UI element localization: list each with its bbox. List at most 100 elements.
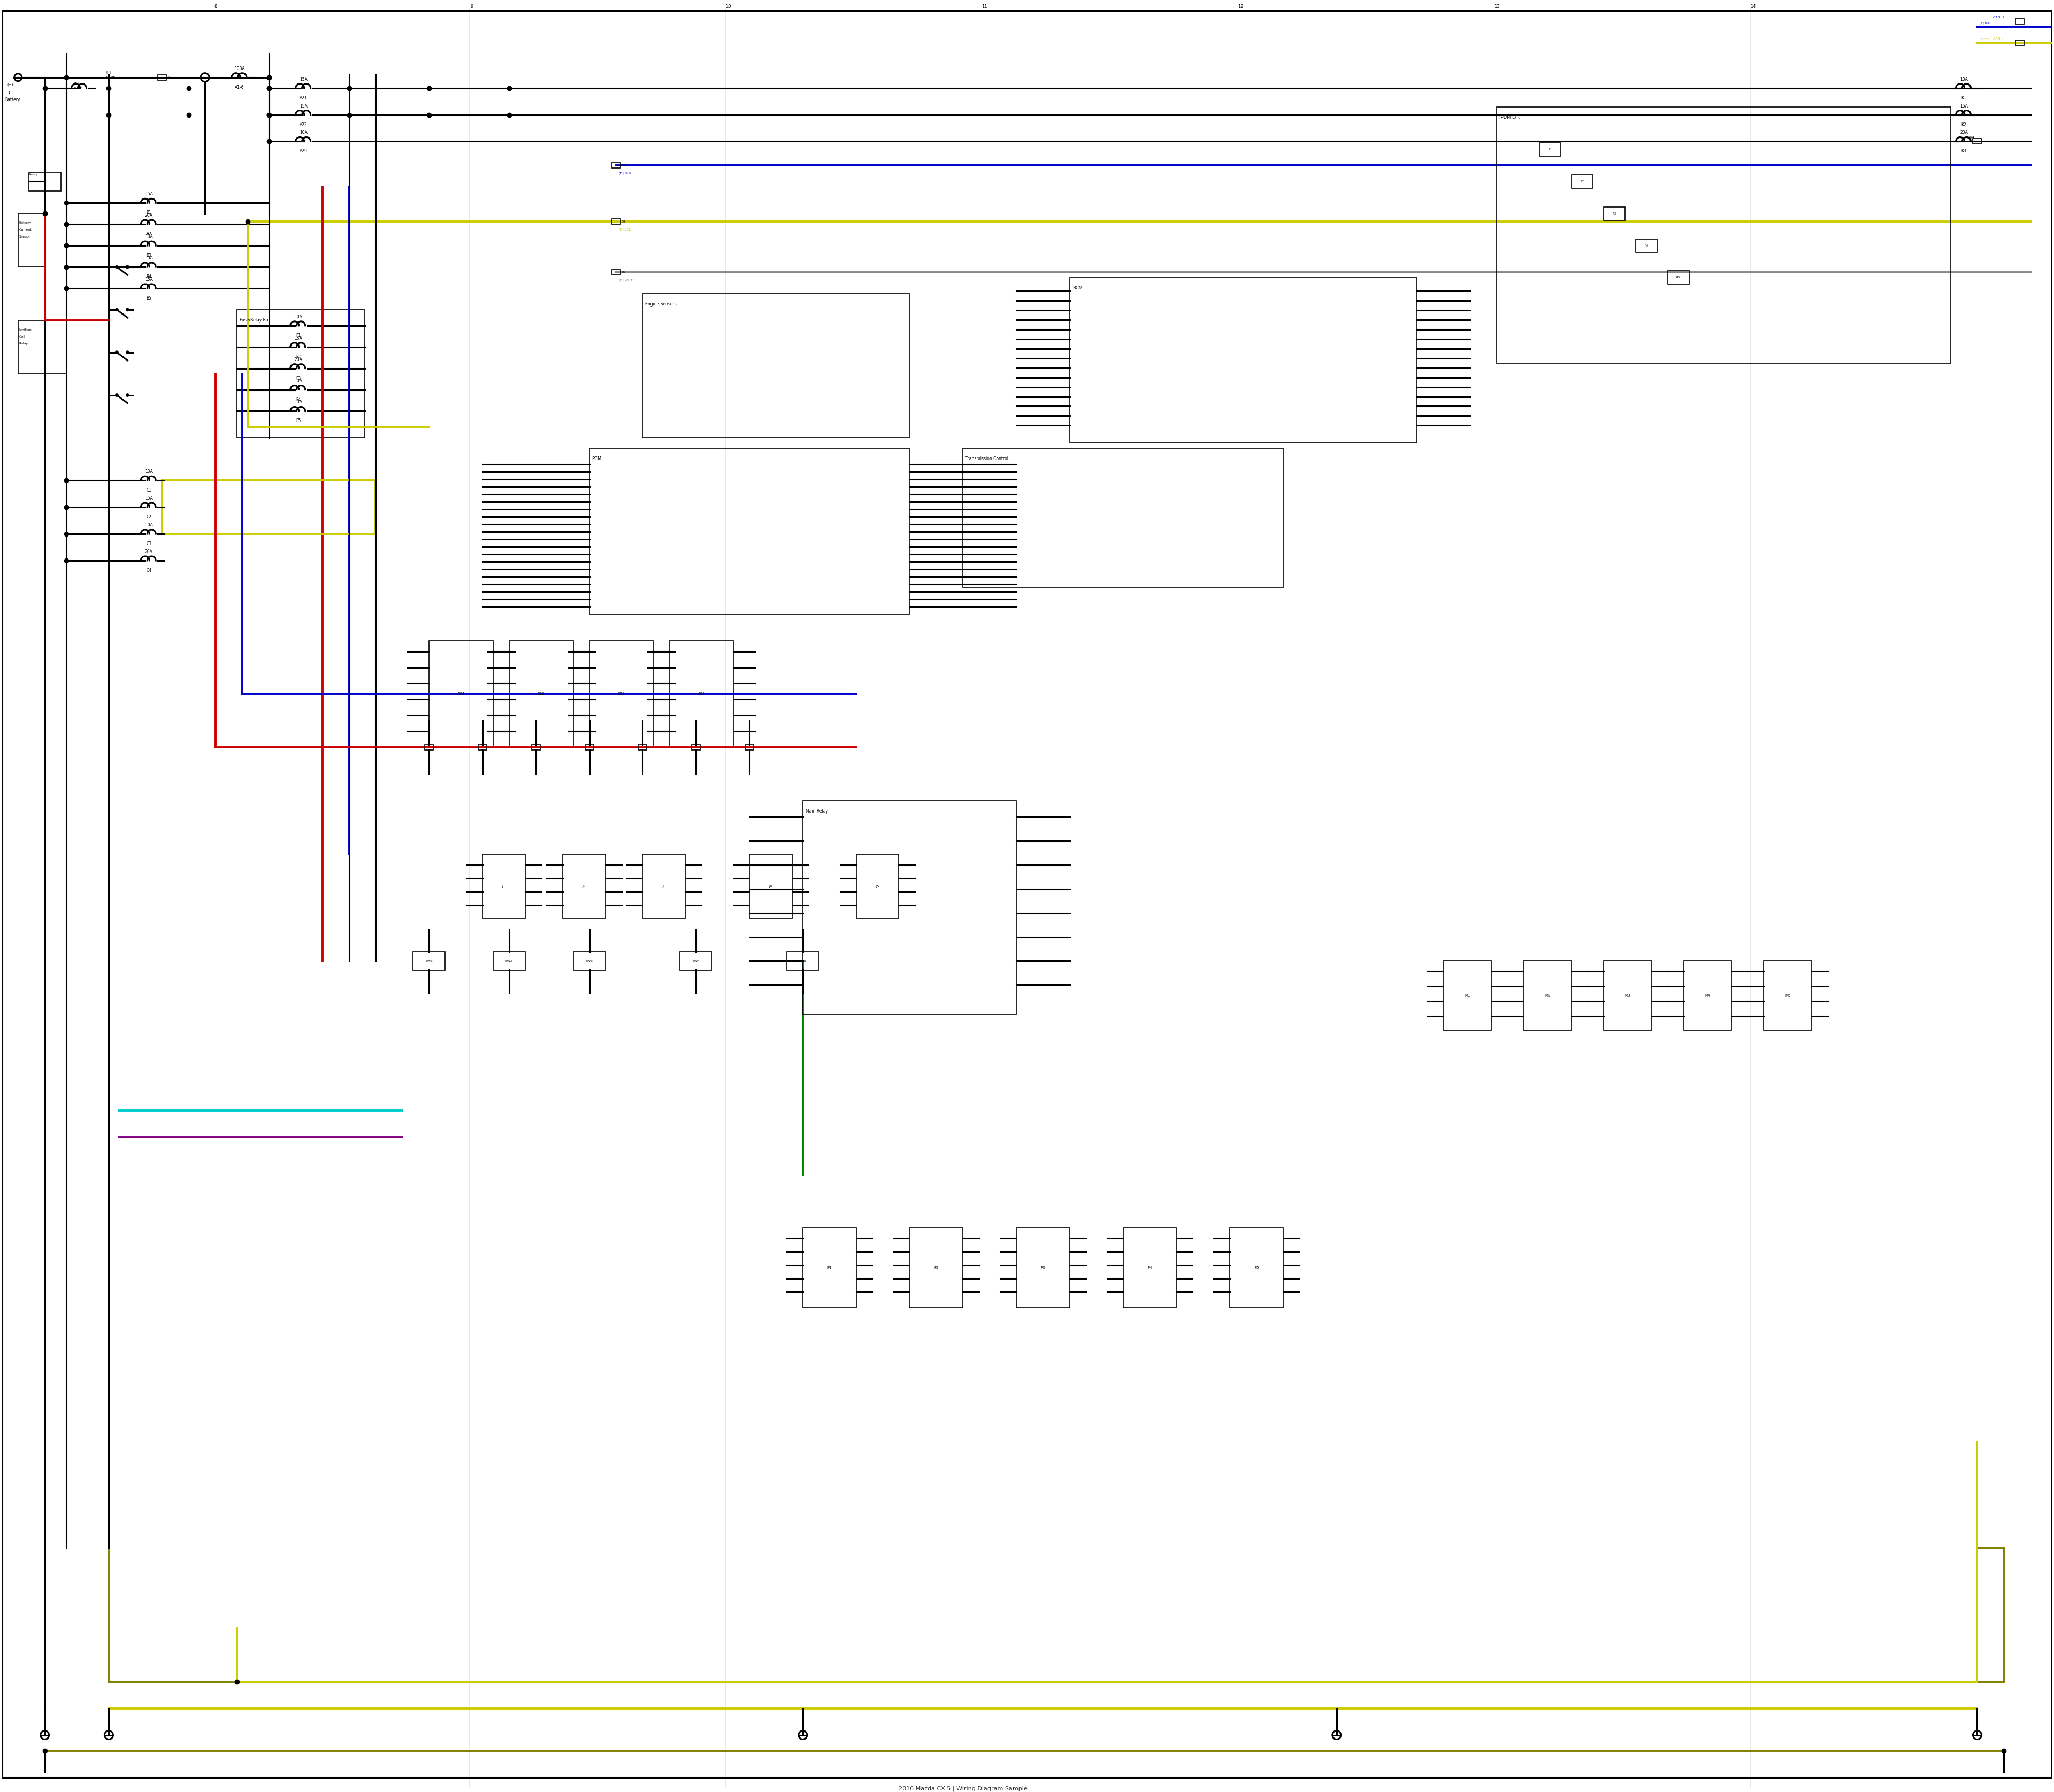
Text: F3: F3 — [296, 376, 300, 380]
Text: P1: P1 — [828, 1267, 832, 1269]
Text: 10A: 10A — [146, 235, 152, 238]
Bar — [2015, 18, 2023, 23]
Bar — [643, 294, 910, 437]
Text: Coil: Coil — [18, 335, 25, 339]
Bar — [680, 952, 713, 969]
Text: Battery: Battery — [18, 222, 31, 224]
Bar — [493, 952, 526, 969]
Bar — [1635, 238, 1658, 253]
Text: C4: C4 — [146, 568, 152, 573]
Text: [E]: [E] — [74, 82, 78, 84]
Text: 11: 11 — [982, 4, 988, 9]
Bar — [429, 640, 493, 747]
Text: A1-6: A1-6 — [234, 84, 244, 90]
Bar — [2015, 39, 2023, 45]
Bar — [1524, 961, 1571, 1030]
Circle shape — [115, 351, 119, 355]
Bar — [589, 448, 910, 615]
Bar — [1070, 278, 1417, 443]
Text: 1: 1 — [8, 91, 10, 93]
Text: 13: 13 — [1493, 4, 1499, 9]
Text: 20A: 20A — [1960, 131, 1968, 134]
Bar — [639, 745, 647, 751]
Bar — [29, 172, 62, 192]
Text: [E] BLU: [E] BLU — [618, 172, 631, 174]
Text: CAN L: CAN L — [1992, 38, 2003, 39]
Text: F1: F1 — [296, 333, 300, 339]
Bar — [612, 269, 620, 274]
Bar — [612, 163, 620, 168]
Text: C03: C03 — [618, 692, 624, 695]
Text: 14: 14 — [1750, 4, 1756, 9]
Bar — [1230, 1228, 1284, 1308]
Text: (+): (+) — [8, 82, 14, 86]
Text: M44: M44 — [1966, 136, 1974, 140]
Bar — [963, 448, 1284, 588]
Bar — [1444, 961, 1491, 1030]
Text: J1: J1 — [501, 885, 505, 887]
Bar — [1668, 271, 1688, 285]
Text: 15A: 15A — [146, 256, 152, 260]
Bar — [589, 640, 653, 747]
Text: 10A: 10A — [294, 314, 302, 319]
Bar — [532, 745, 540, 751]
Bar — [1604, 961, 1651, 1030]
Text: M4: M4 — [1705, 995, 1711, 998]
Bar — [585, 745, 594, 751]
Text: B3: B3 — [146, 253, 152, 258]
Text: SW1: SW1 — [425, 961, 433, 962]
Text: 20A: 20A — [146, 550, 152, 554]
Text: IPDM E/R: IPDM E/R — [1499, 115, 1520, 120]
Text: Current: Current — [18, 229, 31, 231]
Text: R2: R2 — [1580, 181, 1584, 183]
Bar — [1684, 961, 1732, 1030]
Text: SW3: SW3 — [585, 961, 594, 962]
Text: K3: K3 — [1962, 149, 1966, 154]
Bar — [1764, 961, 1812, 1030]
Text: 59: 59 — [620, 220, 626, 222]
Text: 100A: 100A — [234, 66, 244, 72]
Bar — [479, 745, 487, 751]
Circle shape — [115, 394, 119, 396]
Text: R5: R5 — [1676, 276, 1680, 280]
Text: WHT: WHT — [74, 88, 82, 90]
Bar — [158, 75, 166, 81]
Bar — [1571, 176, 1592, 188]
Text: SW5: SW5 — [799, 961, 807, 962]
Text: SW2: SW2 — [505, 961, 514, 962]
Text: 20A: 20A — [146, 213, 152, 219]
Bar — [643, 855, 686, 918]
Text: Sensor: Sensor — [18, 235, 31, 238]
Text: CAN H: CAN H — [1992, 16, 2005, 18]
Text: P3: P3 — [1041, 1267, 1045, 1269]
Text: R1: R1 — [1549, 149, 1553, 151]
Text: 15A: 15A — [146, 496, 152, 500]
Text: Relay: Relay — [29, 174, 37, 176]
Circle shape — [125, 351, 129, 355]
Text: Ignition: Ignition — [18, 328, 31, 332]
Text: 9: 9 — [470, 4, 472, 9]
Text: PCM: PCM — [592, 457, 602, 461]
Text: 10A: 10A — [146, 523, 152, 527]
Text: M1: M1 — [1465, 995, 1471, 998]
Text: 10A: 10A — [300, 131, 308, 134]
Text: 15A: 15A — [146, 192, 152, 197]
Text: 10A: 10A — [1960, 77, 1968, 82]
Text: C3: C3 — [146, 541, 152, 547]
Text: J2: J2 — [581, 885, 585, 887]
Text: [E] BLU: [E] BLU — [1980, 22, 1990, 23]
Bar — [750, 855, 793, 918]
Text: Main Relay: Main Relay — [805, 808, 828, 814]
Bar — [1974, 138, 1982, 143]
Text: 10A: 10A — [294, 378, 302, 383]
Bar — [692, 745, 700, 751]
Bar — [1017, 1228, 1070, 1308]
Text: 20A: 20A — [294, 357, 302, 362]
Text: 15A: 15A — [1960, 104, 1968, 108]
Text: 15A: 15A — [294, 335, 302, 340]
Bar — [413, 952, 446, 969]
Bar — [1497, 108, 1951, 364]
Bar — [509, 640, 573, 747]
Text: M5: M5 — [1785, 995, 1791, 998]
Text: [E] YEL: [E] YEL — [1980, 38, 1990, 39]
